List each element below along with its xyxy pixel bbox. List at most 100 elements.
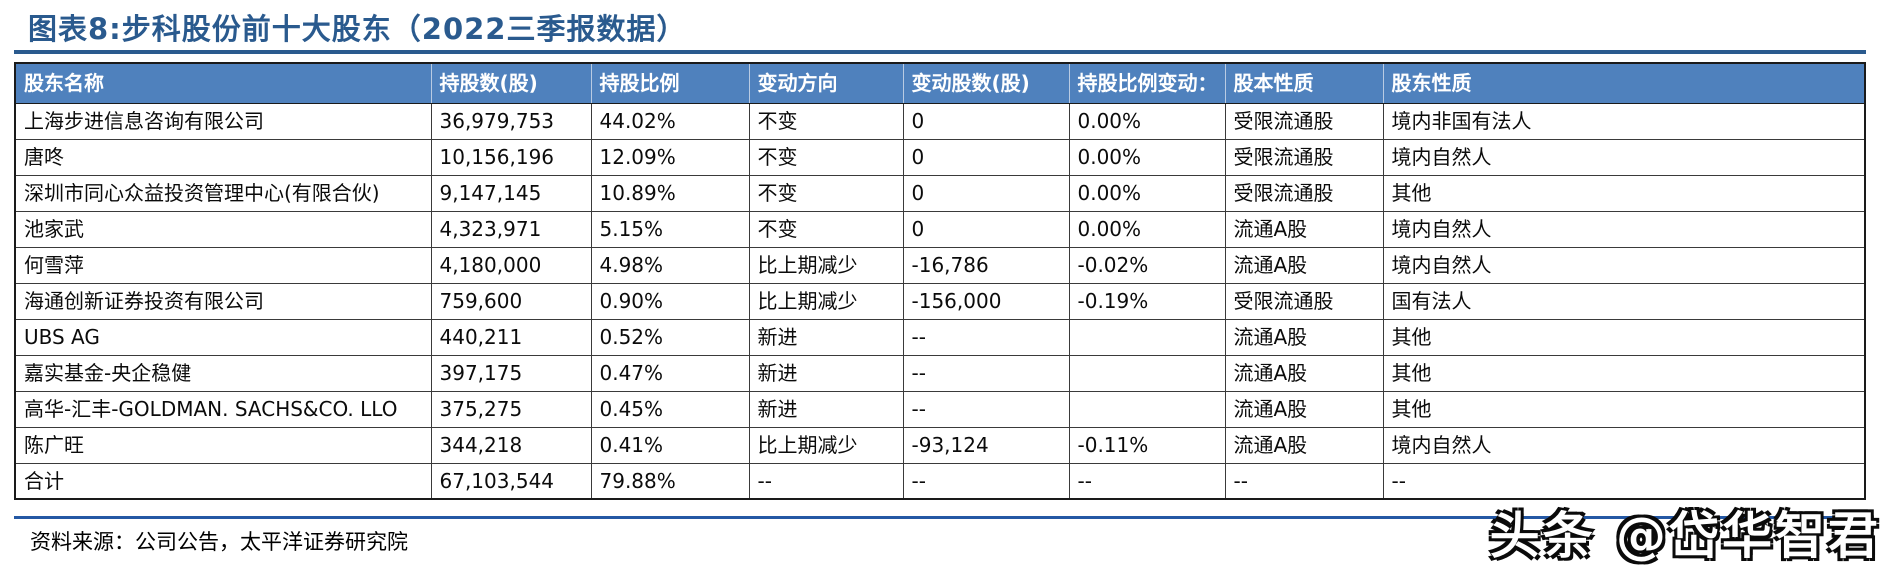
table-cell: -0.19% bbox=[1068, 282, 1226, 320]
table-cell: 36,979,753 bbox=[430, 102, 592, 140]
table-cell: 深圳市同心众益投资管理中心(有限合伙) bbox=[14, 174, 432, 212]
table-cell: 陈广旺 bbox=[14, 426, 432, 464]
table-cell: 10,156,196 bbox=[430, 138, 592, 176]
table-cell: 0.00% bbox=[1068, 102, 1226, 140]
table-cell: 境内自然人 bbox=[1382, 138, 1866, 176]
table-cell: 境内自然人 bbox=[1382, 210, 1866, 248]
table-cell: 唐咚 bbox=[14, 138, 432, 176]
table-body: 上海步进信息咨询有限公司 36,979,753 44.02% 不变 0 0.00% 受限流通… bbox=[14, 102, 1866, 500]
table-row: 何雪萍 4,180,000 4.98% 比上期减少 -16,786 -0.02% 流通A股境… bbox=[14, 246, 1866, 284]
table-cell: 比上期减少 bbox=[748, 282, 904, 320]
table-cell: 其他 bbox=[1382, 174, 1866, 212]
table-row: 高华-汇丰-GOLDMAN. SACHS&CO. LLO 375,275 0.45%… bbox=[14, 390, 1866, 428]
table-cell: 4.98% bbox=[590, 246, 750, 284]
table-cell: 上海步进信息咨询有限公司 bbox=[14, 102, 432, 140]
column-header-1: 持股数(股) bbox=[430, 63, 591, 104]
table-cell: 397,175 bbox=[430, 354, 592, 392]
table-cell: 其他 bbox=[1382, 390, 1866, 428]
table-cell: 受限流通股 bbox=[1224, 174, 1384, 212]
table-row: 上海步进信息咨询有限公司 36,979,753 44.02% 不变 0 0.00% 受限流通… bbox=[14, 102, 1866, 140]
table-cell: 境内非国有法人 bbox=[1382, 102, 1866, 140]
table-row: 嘉实基金-央企稳健 397,175 0.47% 新进 -- 流通A股 其他 bbox=[14, 354, 1866, 392]
table-cell: -156,000 bbox=[902, 282, 1070, 320]
table-cell: 12.09% bbox=[590, 138, 750, 176]
column-header-2: 持股比例 bbox=[590, 63, 749, 104]
table-cell: 0.90% bbox=[590, 282, 750, 320]
table-cell: 0 bbox=[902, 102, 1070, 140]
table-cell: 其他 bbox=[1382, 354, 1866, 392]
table-cell: 流通A股 bbox=[1224, 390, 1384, 428]
source-note: 资料来源：公司公告，太平洋证券研究院 bbox=[30, 530, 408, 554]
table-row: UBS AG 440,211 0.52% 新进 -- 流通A股 其他 bbox=[14, 318, 1866, 356]
table-cell bbox=[1068, 318, 1226, 356]
table-cell: 嘉实基金-央企稳健 bbox=[14, 354, 432, 392]
table-cell: 4,323,971 bbox=[430, 210, 592, 248]
table-cell: 9,147,145 bbox=[430, 174, 592, 212]
table-cell: 4,180,000 bbox=[430, 246, 592, 284]
table-cell: 不变 bbox=[748, 138, 904, 176]
table-cell: -- bbox=[902, 354, 1070, 392]
shareholders-table: 股东名称 持股数(股) 持股比例 变动方向 变动股数(股) 持股比例变动： 股本性质 股东性质… bbox=[14, 62, 1866, 500]
watermark: 头条 @岱华智君 bbox=[1489, 507, 1881, 565]
table-cell: 0 bbox=[902, 174, 1070, 212]
table-cell: 流通A股 bbox=[1224, 318, 1384, 356]
table-cell: 67,103,544 bbox=[430, 462, 592, 500]
table-cell: 合计 bbox=[14, 462, 432, 500]
table-cell: 受限流通股 bbox=[1224, 102, 1384, 140]
table-cell bbox=[1068, 354, 1226, 392]
table-cell: UBS AG bbox=[14, 318, 432, 356]
table-cell: 0.00% bbox=[1068, 174, 1226, 212]
table-cell: 何雪萍 bbox=[14, 246, 432, 284]
table-cell: 44.02% bbox=[590, 102, 750, 140]
header-row: 股东名称 持股数(股) 持股比例 变动方向 变动股数(股) 持股比例变动： 股本性质 股东性质 bbox=[15, 63, 1865, 104]
table-cell: 新进 bbox=[748, 318, 904, 356]
table-cell: 0.41% bbox=[590, 426, 750, 464]
total-row: 合计 67,103,544 79.88% -- -- -- -- -- bbox=[14, 462, 1866, 500]
table-cell bbox=[1068, 390, 1226, 428]
column-header-3: 变动方向 bbox=[748, 63, 903, 104]
table-cell: -- bbox=[1382, 462, 1866, 500]
table-cell: 流通A股 bbox=[1224, 210, 1384, 248]
column-header-5: 持股比例变动： bbox=[1068, 63, 1225, 104]
table-cell: 高华-汇丰-GOLDMAN. SACHS&CO. LLO bbox=[14, 390, 432, 428]
table-cell: 流通A股 bbox=[1224, 354, 1384, 392]
table-cell: 新进 bbox=[748, 390, 904, 428]
table-cell: -16,786 bbox=[902, 246, 1070, 284]
table-cell: 0.45% bbox=[590, 390, 750, 428]
table-cell: 0.47% bbox=[590, 354, 750, 392]
table-cell: -- bbox=[902, 318, 1070, 356]
table-cell: 受限流通股 bbox=[1224, 282, 1384, 320]
table-cell: 0.00% bbox=[1068, 210, 1226, 248]
table-cell: -- bbox=[1224, 462, 1384, 500]
table-cell: 流通A股 bbox=[1224, 246, 1384, 284]
table-cell: 5.15% bbox=[590, 210, 750, 248]
table-row: 池家武 4,323,971 5.15% 不变 0 0.00% 流通A股 境内自然人 bbox=[14, 210, 1866, 248]
table-cell: 境内自然人 bbox=[1382, 426, 1866, 464]
table-cell: 海通创新证券投资有限公司 bbox=[14, 282, 432, 320]
table-cell: 0.00% bbox=[1068, 138, 1226, 176]
column-header-6: 股本性质 bbox=[1224, 63, 1383, 104]
table-cell: 0.52% bbox=[590, 318, 750, 356]
table-cell: 0 bbox=[902, 138, 1070, 176]
table-cell: 池家武 bbox=[14, 210, 432, 248]
table-cell: 759,600 bbox=[430, 282, 592, 320]
table-cell: 79.88% bbox=[590, 462, 750, 500]
table-cell: 不变 bbox=[748, 210, 904, 248]
table-cell: 375,275 bbox=[430, 390, 592, 428]
table-cell: 新进 bbox=[748, 354, 904, 392]
table-row: 唐咚 10,156,196 12.09% 不变 0 0.00% 受限流通股 境内自然人 bbox=[14, 138, 1866, 176]
table-cell: 344,218 bbox=[430, 426, 592, 464]
footer-rule bbox=[14, 516, 1866, 519]
table-cell: -- bbox=[902, 390, 1070, 428]
table-cell: 10.89% bbox=[590, 174, 750, 212]
table-row: 深圳市同心众益投资管理中心(有限合伙) 9,147,145 10.89% 不变 0 0.0… bbox=[14, 174, 1866, 212]
table-cell: 440,211 bbox=[430, 318, 592, 356]
table-cell: 不变 bbox=[748, 174, 904, 212]
table-cell: -- bbox=[748, 462, 904, 500]
table-cell: 比上期减少 bbox=[748, 246, 904, 284]
table-row: 陈广旺 344,218 0.41% 比上期减少 -93,124 -0.11% 流通A股 境内自… bbox=[14, 426, 1866, 464]
table-cell: -93,124 bbox=[902, 426, 1070, 464]
table-cell: 0 bbox=[902, 210, 1070, 248]
table-cell: -0.02% bbox=[1068, 246, 1226, 284]
figure-title: 图表8:步科股份前十大股东（2022三季报数据） bbox=[28, 12, 687, 46]
